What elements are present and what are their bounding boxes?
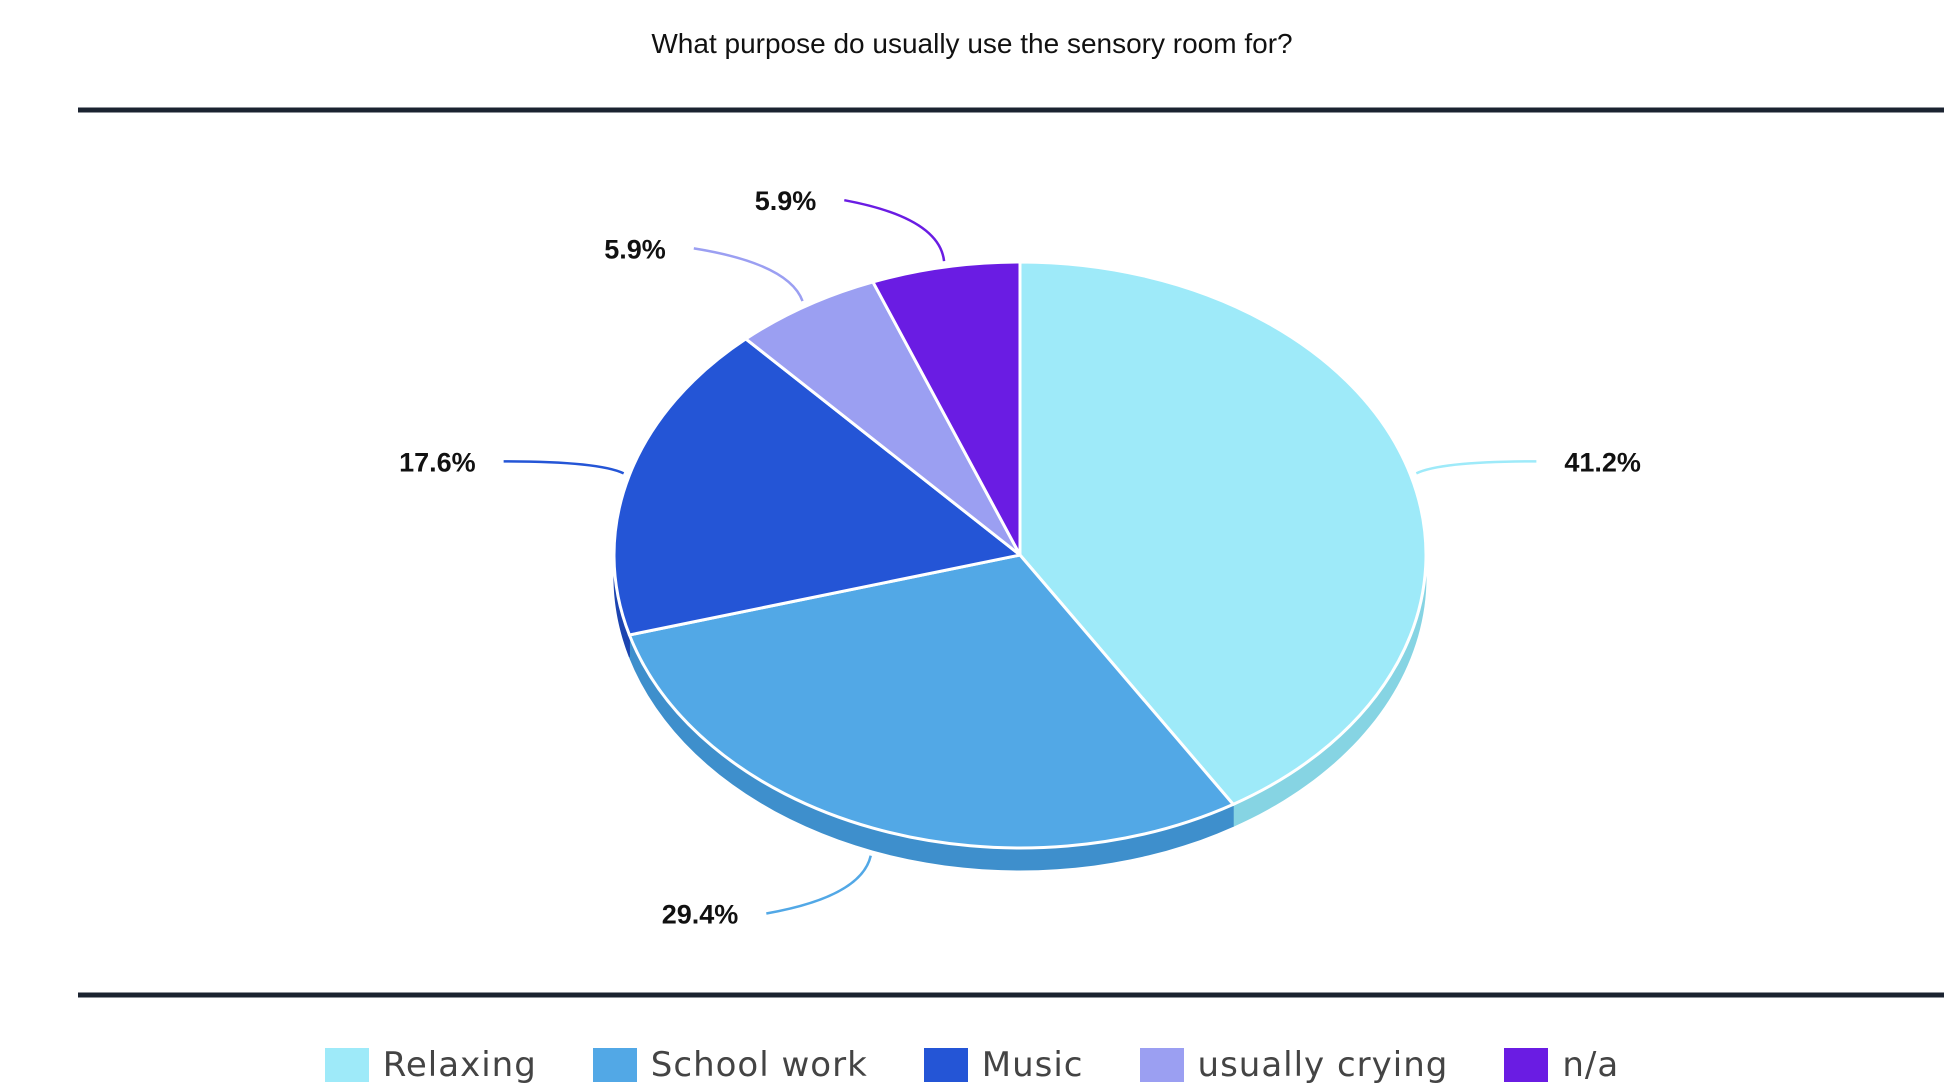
legend-label-relaxing: Relaxing — [382, 1044, 537, 1085]
pie-leader-lines — [503, 198, 1537, 915]
legend-swatch-relaxing — [324, 1047, 369, 1082]
data-label-n-a: 5.9% — [755, 186, 817, 216]
data-label-usually-crying: 5.9% — [604, 234, 666, 264]
legend-label-music: Music — [981, 1044, 1084, 1085]
legend-item-relaxing[interactable]: Relaxing — [324, 1044, 537, 1085]
pie-slice-school-work[interactable] — [627, 553, 1235, 850]
data-label-relaxing: 41.2% — [1564, 447, 1641, 477]
legend-label-n-a: n/a — [1562, 1044, 1620, 1085]
leader-line-music — [503, 460, 625, 475]
legend-item-school-work[interactable]: School work — [592, 1044, 868, 1085]
data-label-music: 17.6% — [399, 447, 476, 477]
legend-label-school-work: School work — [650, 1044, 868, 1085]
leader-line-usually-crying — [693, 247, 804, 302]
legend: Relaxing School work Music usually crying n/… — [0, 1042, 1944, 1087]
leader-line-n-a — [844, 198, 946, 262]
legend-swatch-school-work — [592, 1047, 637, 1082]
pie-slice-usually-crying[interactable] — [744, 280, 1022, 557]
pie-slice-music[interactable] — [612, 337, 1022, 637]
legend-swatch-usually-crying — [1139, 1047, 1184, 1082]
legend-item-music[interactable]: Music — [923, 1044, 1084, 1085]
legend-swatch-music — [923, 1047, 968, 1082]
legend-swatch-n-a — [1504, 1047, 1549, 1082]
legend-item-n-a[interactable]: n/a — [1504, 1045, 1619, 1085]
leader-line-relaxing — [1415, 460, 1537, 475]
data-label-school-work: 29.4% — [662, 899, 739, 929]
pie-slice-n-a[interactable] — [871, 260, 1022, 557]
legend-item-usually-crying[interactable]: usually crying — [1139, 1044, 1449, 1085]
pie-slices — [612, 260, 1428, 850]
legend-label-usually-crying: usually crying — [1197, 1044, 1449, 1085]
pie-data-labels: 41.2% 29.4% 17.6% 5.9% 5.9% — [399, 186, 1641, 929]
pie-slice-relaxing[interactable] — [1018, 260, 1428, 806]
chart-title: What purpose do usually use the sensory … — [651, 28, 1293, 59]
leader-line-school-work — [766, 855, 872, 915]
